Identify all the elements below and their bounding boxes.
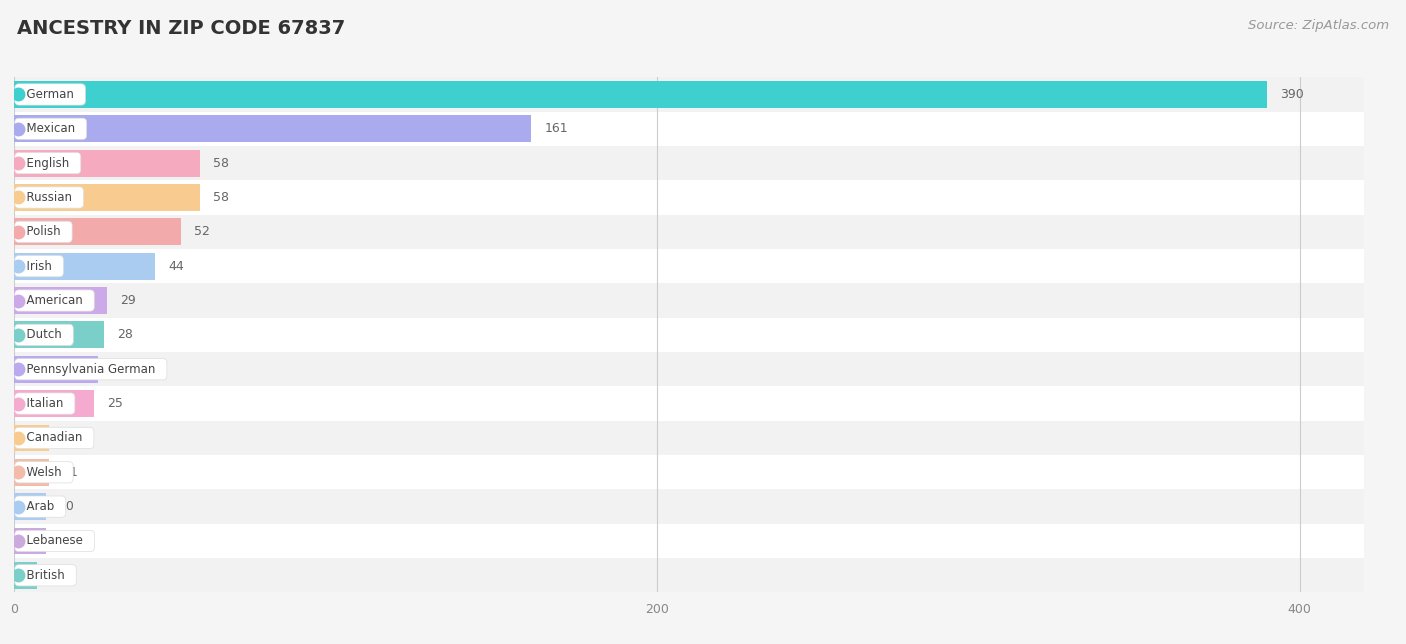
Bar [14, 249, 1364, 283]
Text: Arab: Arab [18, 500, 62, 513]
Bar [14, 146, 1364, 180]
Text: ANCESTRY IN ZIP CODE 67837: ANCESTRY IN ZIP CODE 67837 [17, 19, 344, 39]
Text: English: English [18, 156, 77, 169]
Bar [14, 493, 46, 520]
Bar [14, 214, 1364, 249]
Text: 390: 390 [1281, 88, 1303, 101]
Text: Source: ZipAtlas.com: Source: ZipAtlas.com [1249, 19, 1389, 32]
Bar [14, 524, 1364, 558]
Bar [14, 253, 156, 279]
Bar [14, 287, 107, 314]
Bar [14, 218, 181, 245]
Bar [14, 180, 1364, 214]
Bar [14, 115, 531, 142]
Text: Lebanese: Lebanese [18, 535, 90, 547]
Text: Pennsylvania German: Pennsylvania German [18, 363, 163, 375]
Bar [14, 489, 1364, 524]
Text: 11: 11 [62, 431, 77, 444]
Text: 7: 7 [49, 569, 58, 582]
Text: 10: 10 [59, 535, 75, 547]
Text: British: British [18, 569, 72, 582]
Bar [14, 184, 201, 211]
Text: 44: 44 [169, 260, 184, 272]
Bar [14, 77, 1364, 111]
Text: Dutch: Dutch [18, 328, 69, 341]
Text: 28: 28 [117, 328, 132, 341]
Bar [14, 150, 201, 176]
Text: Welsh: Welsh [18, 466, 69, 478]
Text: 58: 58 [214, 156, 229, 169]
Bar [14, 111, 1364, 146]
Bar [14, 424, 49, 451]
Bar [14, 356, 97, 383]
Text: Russian: Russian [18, 191, 79, 204]
Bar [14, 527, 46, 554]
Text: Mexican: Mexican [18, 122, 83, 135]
Bar [14, 558, 1364, 592]
Bar [14, 455, 1364, 489]
Text: 52: 52 [194, 225, 209, 238]
Text: Canadian: Canadian [18, 431, 90, 444]
Text: Irish: Irish [18, 260, 59, 272]
Bar [14, 81, 1267, 108]
Text: 161: 161 [544, 122, 568, 135]
Text: 26: 26 [111, 363, 127, 375]
Bar [14, 390, 94, 417]
Bar [14, 459, 49, 486]
Bar [14, 562, 37, 589]
Bar [14, 352, 1364, 386]
Bar [14, 321, 104, 348]
Bar [14, 386, 1364, 421]
Text: American: American [18, 294, 90, 307]
Text: 25: 25 [107, 397, 124, 410]
Text: 11: 11 [62, 466, 77, 478]
Bar [14, 317, 1364, 352]
Text: German: German [18, 88, 82, 101]
Text: 58: 58 [214, 191, 229, 204]
Text: Italian: Italian [18, 397, 70, 410]
Text: 29: 29 [120, 294, 136, 307]
Text: 10: 10 [59, 500, 75, 513]
Text: Polish: Polish [18, 225, 67, 238]
Bar [14, 283, 1364, 317]
Bar [14, 421, 1364, 455]
